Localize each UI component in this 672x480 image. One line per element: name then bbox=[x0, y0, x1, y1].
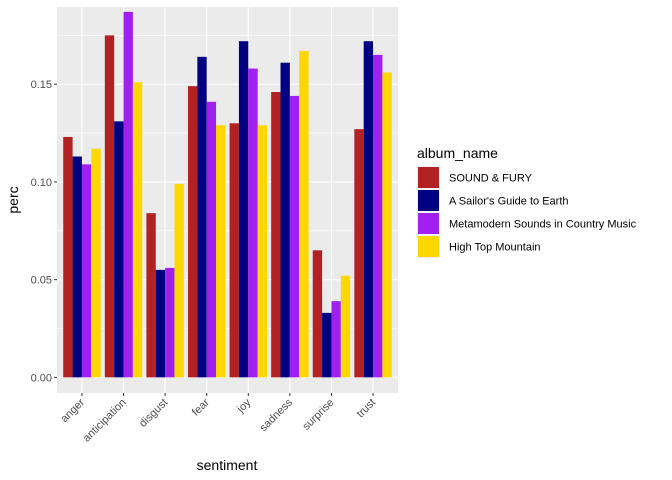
bar-disgust-series-1 bbox=[146, 213, 155, 377]
bar-trust-series-3 bbox=[373, 55, 382, 377]
bar-anticipation-series-3 bbox=[124, 12, 133, 377]
legend-swatch bbox=[418, 190, 439, 211]
bar-surprise-series-2 bbox=[322, 313, 331, 377]
y-axis-title: perc bbox=[5, 186, 21, 213]
y-axis: 0.00 0.05 0.10 0.15 bbox=[31, 79, 57, 384]
x-tick-label: anticipation bbox=[81, 397, 129, 445]
legend-title: album_name bbox=[417, 145, 498, 161]
legend-swatch bbox=[418, 236, 439, 257]
x-tick-label: sadness bbox=[258, 396, 296, 434]
bar-trust-series-1 bbox=[354, 129, 363, 377]
bar-sadness-series-1 bbox=[271, 92, 280, 377]
bar-fear-series-4 bbox=[216, 125, 225, 377]
bar-trust-series-4 bbox=[382, 72, 391, 377]
bar-sadness-series-2 bbox=[281, 63, 290, 378]
legend-swatch bbox=[418, 213, 439, 234]
bar-surprise-series-3 bbox=[331, 301, 340, 377]
bar-joy-series-4 bbox=[258, 125, 267, 377]
bar-anticipation-series-2 bbox=[114, 121, 123, 377]
bar-joy-series-2 bbox=[239, 41, 248, 377]
bar-fear-series-1 bbox=[188, 86, 197, 377]
bar-anticipation-series-1 bbox=[105, 35, 114, 377]
bar-fear-series-2 bbox=[197, 57, 206, 378]
legend-label: Metamodern Sounds in Country Music bbox=[449, 219, 637, 231]
legend-label: SOUND & FURY bbox=[449, 173, 533, 185]
y-tick-label: 0.05 bbox=[31, 275, 52, 287]
x-tick-label: disgust bbox=[137, 397, 170, 430]
bar-anger-series-3 bbox=[82, 164, 91, 377]
legend-label: A Sailor's Guide to Earth bbox=[449, 196, 569, 208]
x-tick-label: joy bbox=[234, 396, 253, 415]
legend-swatch bbox=[418, 167, 439, 188]
y-tick-label: 0.00 bbox=[31, 372, 52, 384]
x-tick-label: surprise bbox=[300, 397, 336, 433]
x-axis-title: sentiment bbox=[197, 457, 258, 473]
bar-sadness-series-3 bbox=[290, 96, 299, 377]
bar-fear-series-3 bbox=[207, 102, 216, 378]
bar-joy-series-1 bbox=[230, 123, 239, 377]
legend-label: High Top Mountain bbox=[449, 242, 541, 254]
bar-surprise-series-4 bbox=[341, 276, 350, 378]
bar-anger-series-4 bbox=[91, 149, 100, 378]
x-tick-label: trust bbox=[355, 397, 379, 421]
legend: album_name SOUND & FURY A Sailor's Guide … bbox=[417, 145, 637, 258]
bar-disgust-series-4 bbox=[174, 184, 183, 377]
y-tick-label: 0.10 bbox=[31, 177, 52, 189]
bar-anger-series-2 bbox=[73, 157, 82, 378]
x-tick-label: anger bbox=[59, 396, 88, 425]
y-tick-label: 0.15 bbox=[31, 79, 52, 91]
bar-disgust-series-3 bbox=[165, 268, 174, 377]
bar-surprise-series-1 bbox=[313, 250, 322, 377]
x-tick-label: fear bbox=[190, 396, 212, 418]
bar-disgust-series-2 bbox=[156, 270, 165, 377]
bar-anticipation-series-4 bbox=[133, 82, 142, 377]
bar-trust-series-2 bbox=[364, 41, 373, 377]
bar-anger-series-1 bbox=[63, 137, 72, 377]
bar-joy-series-3 bbox=[248, 69, 257, 378]
bar-sadness-series-4 bbox=[299, 51, 308, 377]
